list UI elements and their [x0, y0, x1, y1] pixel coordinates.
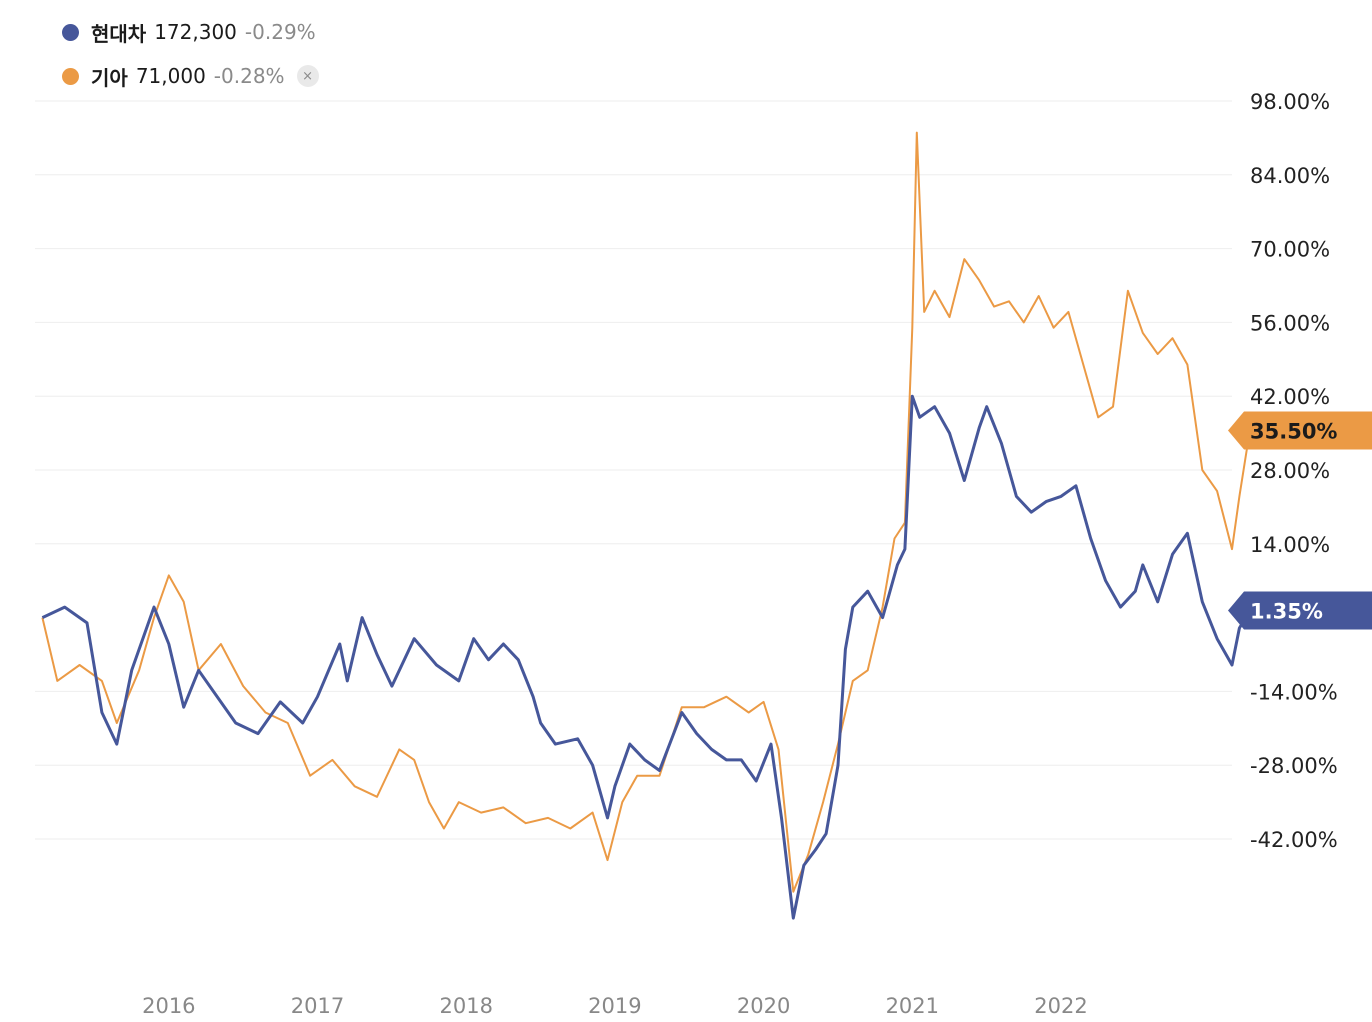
y-tick-label: 98.00%: [1250, 90, 1330, 114]
series-lines: [41, 131, 1252, 920]
x-tick-label: 2017: [291, 994, 344, 1018]
y-tick-label: -28.00%: [1250, 754, 1338, 778]
legend-series-change: -0.28%: [213, 64, 285, 88]
legend-series-price: 172,300: [154, 20, 237, 44]
x-tick-label: 2021: [886, 994, 939, 1018]
y-tick-label: 28.00%: [1250, 459, 1330, 483]
x-tick-label: 2022: [1034, 994, 1087, 1018]
y-tick-label: -42.00%: [1250, 828, 1338, 852]
chart-legend: 현대차 172,300 -0.29% 기아 71,000 -0.28% ×: [62, 18, 319, 106]
last-value-badge: 1.35%: [1228, 591, 1372, 630]
y-tick-label: 14.00%: [1250, 533, 1330, 557]
y-tick-label: 42.00%: [1250, 385, 1330, 409]
grid-lines: [35, 100, 1232, 840]
badge-shape: [1228, 411, 1372, 450]
series-line-hyundai: [41, 394, 1252, 920]
series-line-kia: [41, 131, 1251, 893]
legend-series-price: 71,000: [135, 64, 206, 88]
x-tick-label: 2020: [737, 994, 790, 1018]
last-value-label: 1.35%: [1250, 599, 1323, 623]
x-tick-label: 2019: [588, 994, 641, 1018]
y-axis-tick-labels: 98.00% 84.00% 70.00% 56.00% 42.00% 28.00% 14.0…: [1250, 90, 1338, 852]
last-value-labels: 1.35% 35.50%: [1228, 411, 1372, 630]
y-tick-label: -14.00%: [1250, 680, 1338, 704]
legend-item-hyundai[interactable]: 현대차 172,300 -0.29%: [62, 18, 319, 46]
x-tick-label: 2016: [142, 994, 195, 1018]
last-value-label: 35.50%: [1250, 419, 1337, 443]
series-color-dot: [62, 23, 79, 41]
x-axis-tick-labels: 2016 2017 2018 2019 2020 2021 2022: [142, 994, 1088, 1018]
legend-item-kia[interactable]: 기아 71,000 -0.28% ×: [62, 62, 319, 90]
legend-series-change: -0.29%: [244, 20, 316, 44]
series-color-dot: [62, 67, 79, 85]
x-tick-label: 2018: [439, 994, 492, 1018]
legend-series-name: 기아: [91, 65, 128, 90]
last-value-badge: 35.50%: [1228, 411, 1372, 450]
y-tick-label: 56.00%: [1250, 311, 1330, 335]
y-tick-label: 84.00%: [1250, 164, 1330, 188]
y-tick-label: 70.00%: [1250, 238, 1330, 262]
legend-series-name: 현대차: [91, 21, 147, 46]
badge-shape: [1228, 591, 1372, 630]
remove-series-close-icon[interactable]: ×: [296, 65, 319, 87]
